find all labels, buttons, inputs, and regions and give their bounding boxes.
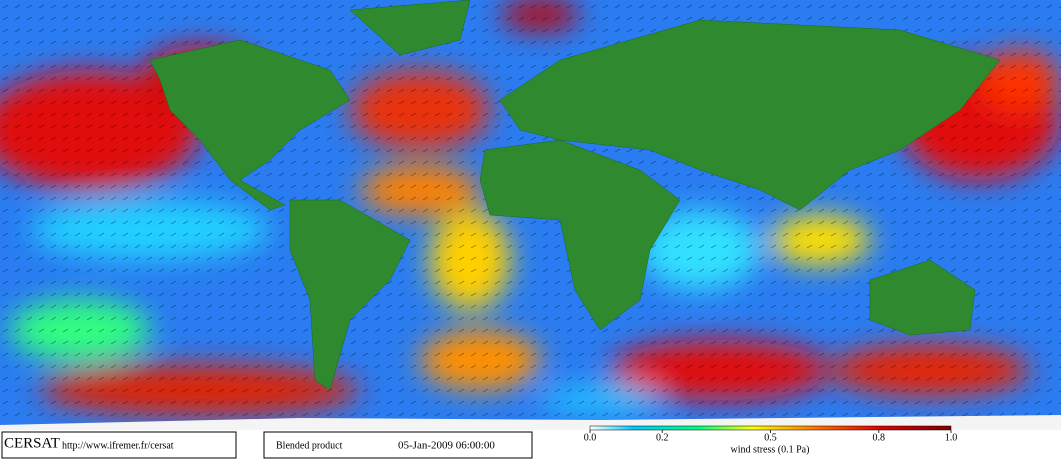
colorbar-tick-label: 0.0: [584, 432, 597, 443]
colorbar-tick-label: 1.0: [945, 432, 958, 443]
logo: CERSAT: [4, 435, 60, 451]
colorbar-tick-label: 0.2: [656, 432, 669, 443]
url: http://www.ifremer.fr/cersat: [62, 440, 174, 451]
colorbar: [589, 425, 952, 431]
logo-box: [1, 431, 237, 459]
africa: [479, 139, 681, 331]
eurasia: [499, 19, 1001, 211]
colorbar-tick-label: 0.8: [873, 432, 886, 443]
colorbar-label: wind stress (0.1 Pa): [731, 444, 810, 455]
colorbar-tick-label: 0.5: [764, 432, 777, 443]
south-america: [289, 199, 411, 391]
datetime: 05-Jan-2009 06:00:00: [398, 440, 495, 452]
info-box: [263, 431, 533, 459]
australia: [869, 259, 976, 336]
product: Blended product: [276, 440, 343, 451]
greenland: [349, 0, 471, 56]
north-america: [149, 39, 351, 211]
